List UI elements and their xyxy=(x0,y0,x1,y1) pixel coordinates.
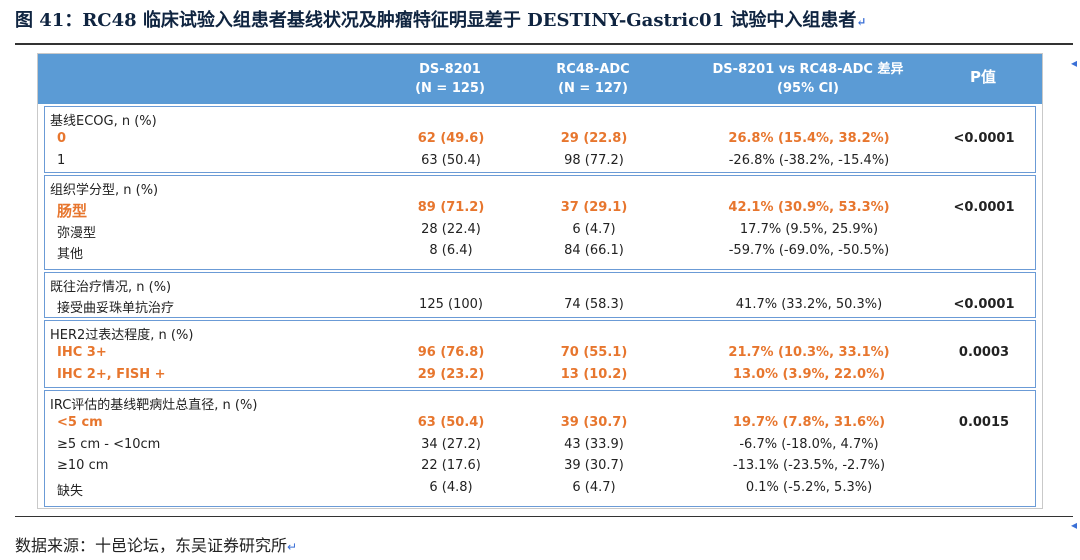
cell-rc48: 39 (30.7) xyxy=(564,458,624,473)
row-label: ≥5 cm - <10cm xyxy=(57,436,161,452)
table-header: DS-8201 (N = 125) RC48-ADC (N = 127) DS-… xyxy=(38,54,1042,104)
cell-rc48: 29 (22.8) xyxy=(560,131,628,146)
cell-rc48: 84 (66.1) xyxy=(564,243,624,258)
header-ds8201: DS-8201 (N = 125) xyxy=(400,60,500,98)
header-rc48-name: RC48-ADC xyxy=(556,62,630,77)
header-difference: DS-8201 vs RC48-ADC 差异 (95% CI) xyxy=(678,60,938,98)
cell-ds8201: 8 (6.4) xyxy=(429,243,473,258)
cell-ds8201: 89 (71.2) xyxy=(417,200,485,215)
title-rule xyxy=(15,43,1073,45)
cell-ds8201: 96 (76.8) xyxy=(417,345,485,360)
row-group: 基线ECOG, n (%) 0 62 (49.6) 29 (22.8) 26.8% (1… xyxy=(44,106,1036,173)
row-label: 缺失 xyxy=(57,483,84,499)
row-label: 其他 xyxy=(57,247,84,262)
cell-difference: 17.7% (9.5%, 25.9%) xyxy=(739,221,879,237)
cell-rc48: 6 (4.7) xyxy=(572,221,616,237)
cell-difference: 26.8% (15.4%, 38.2%) xyxy=(728,131,890,146)
cell-difference: -6.7% (-18.0%, 4.7%) xyxy=(739,436,879,452)
row-label: 弥漫型 xyxy=(57,225,97,241)
cell-rc48: 13 (10.2) xyxy=(560,366,628,382)
figure-title-text: 图 41：RC48 临床试验入组患者基线状况及肿瘤特征明显差于 DESTINY-… xyxy=(15,10,857,31)
cell-ds8201: 29 (23.2) xyxy=(417,366,485,382)
data-source-text: 数据来源：十邑论坛，东吴证券研究所 xyxy=(15,536,288,555)
cell-rc48: 98 (77.2) xyxy=(564,152,624,168)
cell-rc48: 70 (55.1) xyxy=(560,345,628,360)
cell-ds8201: 22 (17.6) xyxy=(421,458,481,473)
row-label: IHC 2+, FISH + xyxy=(57,366,166,382)
bottom-rule xyxy=(15,516,1073,517)
cell-p-value: <0.0001 xyxy=(953,131,1015,146)
header-ds8201-n: (N = 125) xyxy=(415,81,485,96)
cell-rc48: 39 (30.7) xyxy=(560,415,628,430)
data-table: DS-8201 (N = 125) RC48-ADC (N = 127) DS-… xyxy=(37,53,1043,509)
row-label: <5 cm xyxy=(57,415,103,430)
group-title: 基线ECOG, n (%) xyxy=(50,114,157,129)
cell-difference: 42.1% (30.9%, 53.3%) xyxy=(728,200,890,215)
cell-ds8201: 125 (100) xyxy=(419,297,483,312)
cell-rc48: 43 (33.9) xyxy=(564,436,624,452)
cell-difference: 19.7% (7.8%, 31.6%) xyxy=(732,415,886,430)
cell-p-value: 0.0003 xyxy=(958,345,1010,360)
cell-difference: 21.7% (10.3%, 33.1%) xyxy=(728,345,890,360)
cell-difference: -59.7% (-69.0%, -50.5%) xyxy=(728,243,890,258)
cell-ds8201: 34 (27.2) xyxy=(421,436,481,452)
row-group: 既往治疗情况, n (%) 接受曲妥珠单抗治疗 125 (100) 74 (58.3)… xyxy=(44,272,1036,318)
cell-difference: 13.0% (3.9%, 22.0%) xyxy=(732,366,886,382)
row-label: 1 xyxy=(57,152,66,168)
side-mark-icon: ◂ xyxy=(1070,56,1077,70)
cell-difference: -13.1% (-23.5%, -2.7%) xyxy=(732,458,886,473)
row-group: 组织学分型, n (%) 肠型 89 (71.2) 37 (29.1) 42.1% (3… xyxy=(44,175,1036,270)
row-label: 0 xyxy=(57,131,67,146)
cell-ds8201: 63 (50.4) xyxy=(421,152,481,168)
header-ds8201-name: DS-8201 xyxy=(419,62,481,77)
cell-ds8201: 28 (22.4) xyxy=(421,221,481,237)
group-title: IRC评估的基线靶病灶总直径, n (%) xyxy=(50,398,258,413)
group-title: 组织学分型, n (%) xyxy=(50,183,159,198)
row-group: HER2过表达程度, n (%) IHC 3+ 96 (76.8) 70 (55.1)… xyxy=(44,320,1036,388)
cell-ds8201: 63 (50.4) xyxy=(417,415,485,430)
header-difference-ci: (95% CI) xyxy=(777,81,839,96)
cell-rc48: 6 (4.7) xyxy=(572,479,616,495)
return-mark-icon: ↵ xyxy=(856,15,867,29)
return-mark-icon: ↵ xyxy=(287,540,298,554)
header-rc48-n: (N = 127) xyxy=(558,81,628,96)
header-p-value: P值 xyxy=(970,68,996,86)
header-rc48: RC48-ADC (N = 127) xyxy=(543,60,643,98)
cell-rc48: 37 (29.1) xyxy=(560,200,628,215)
side-mark-icon: ◂ xyxy=(1070,518,1077,532)
cell-ds8201: 62 (49.6) xyxy=(417,131,485,146)
row-label: 接受曲妥珠单抗治疗 xyxy=(57,301,175,316)
cell-p-value: 0.0015 xyxy=(958,415,1010,430)
header-difference-title: DS-8201 vs RC48-ADC 差异 xyxy=(712,62,904,77)
cell-difference: 41.7% (33.2%, 50.3%) xyxy=(735,297,883,312)
group-title: 既往治疗情况, n (%) xyxy=(50,280,172,295)
data-source: 数据来源：十邑论坛，东吴证券研究所↵ xyxy=(15,532,297,556)
row-label: IHC 3+ xyxy=(57,345,107,360)
group-title: HER2过表达程度, n (%) xyxy=(50,328,194,343)
row-label: ≥10 cm xyxy=(57,458,109,473)
cell-rc48: 74 (58.3) xyxy=(564,297,624,312)
cell-p-value: <0.0001 xyxy=(953,297,1015,312)
cell-p-value: <0.0001 xyxy=(953,200,1015,215)
cell-difference: 0.1% (-5.2%, 5.3%) xyxy=(745,479,873,495)
cell-ds8201: 6 (4.8) xyxy=(429,479,473,495)
row-group: IRC评估的基线靶病灶总直径, n (%) <5 cm 63 (50.4) 39 (3… xyxy=(44,390,1036,507)
figure-title: 图 41：RC48 临床试验入组患者基线状况及肿瘤特征明显差于 DESTINY-… xyxy=(15,6,866,32)
cell-difference: -26.8% (-38.2%, -15.4%) xyxy=(728,152,890,168)
row-label: 肠型 xyxy=(57,202,88,220)
